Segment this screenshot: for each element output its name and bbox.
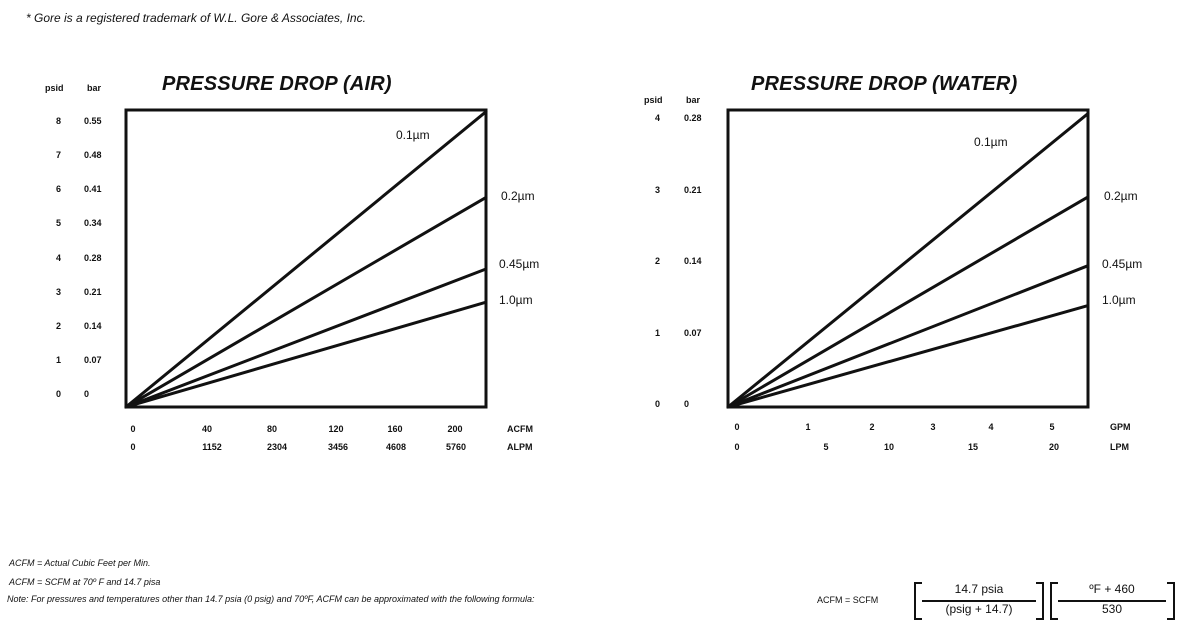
air-x-tick-primary: 160 — [387, 424, 403, 434]
water-series-label-3: 1.0µm — [1102, 293, 1136, 307]
air-series-line-0 — [124, 110, 488, 409]
water-x-tick-primary: 1 — [805, 422, 811, 432]
air-x-unit-acfm: ACFM — [507, 424, 533, 434]
water-chart-title: PRESSURE DROP (WATER) — [751, 73, 1018, 95]
fraction-1-bar — [922, 600, 1036, 602]
water-y-tick-psid: 4 — [655, 113, 661, 123]
air-y-tick-bar: 0.48 — [84, 150, 102, 161]
fraction-2-bar — [1058, 600, 1166, 602]
water-x-tick-primary: 0 — [734, 422, 740, 432]
water-x-unit-gpm: GPM — [1110, 422, 1131, 432]
water-x-tick-primary: 5 — [1049, 422, 1055, 432]
air-y-tick-psid: 4 — [56, 252, 62, 263]
air-y-tick-psid: 8 — [56, 116, 62, 126]
air-x-tick-secondary: 4608 — [385, 442, 407, 452]
air-series-label-0: 0.1µm — [396, 128, 430, 142]
water-series-label-2: 0.45µm — [1102, 257, 1142, 271]
bracket-left-2 — [1050, 582, 1058, 620]
air-y-tick-bar: 0.41 — [84, 184, 102, 195]
note-acfm-definition: ACFM = Actual Cubic Feet per Min. — [9, 558, 151, 568]
water-x-tick-secondary: 20 — [1048, 442, 1059, 452]
air-series-label-3: 1.0µm — [499, 293, 533, 307]
air-x-tick-primary: 0 — [130, 424, 136, 434]
air-y-tick-psid: 3 — [56, 286, 62, 297]
fraction-1-numerator: 14.7 psia — [954, 582, 1004, 596]
air-series-line-2 — [124, 267, 488, 409]
water-y-tick-bar: 0.28 — [684, 113, 702, 123]
water-series-label-0: 0.1µm — [974, 135, 1008, 149]
air-y-tick-psid: 0 — [56, 389, 62, 399]
water-x-tick-primary: 4 — [988, 422, 994, 432]
air-y-tick-psid: 1 — [56, 354, 62, 365]
air-chart-title: PRESSURE DROP (AIR) — [162, 73, 392, 95]
trademark-note: * Gore is a registered trademark of W.L.… — [26, 11, 366, 25]
air-x-tick-secondary: 3456 — [327, 442, 349, 452]
water-x-unit-lpm: LPM — [1110, 442, 1129, 452]
water-y-tick-psid: 3 — [655, 184, 661, 195]
water-series-line-0 — [726, 112, 1090, 409]
air-y-tick-bar: 0.55 — [84, 116, 102, 126]
water-x-tick-secondary: 0 — [734, 442, 740, 452]
air-y-tick-psid: 5 — [56, 218, 62, 229]
air-x-tick-primary: 200 — [447, 424, 463, 434]
air-bar-head: bar — [87, 83, 102, 93]
water-y-tick-bar: 0.21 — [684, 184, 702, 195]
formula-lhs: ACFM = SCFM — [817, 595, 879, 605]
air-y-tick-bar: 0 — [84, 389, 90, 399]
air-x-tick-secondary: 5760 — [445, 442, 467, 452]
air-x-tick-primary: 80 — [266, 424, 277, 434]
air-y-tick-bar: 0.21 — [84, 286, 102, 297]
air-x-tick-primary: 40 — [201, 424, 212, 434]
water-y-tick-bar: 0.07 — [684, 327, 702, 338]
air-y-tick-bar: 0.34 — [84, 218, 102, 229]
water-series-line-2 — [726, 264, 1090, 409]
water-bar-head: bar — [686, 95, 701, 105]
bracket-right-2 — [1167, 582, 1175, 620]
note-formula-intro: Note: For pressures and temperatures oth… — [7, 594, 535, 604]
air-series-label-1: 0.2µm — [501, 189, 535, 203]
water-y-tick-bar: 0.14 — [684, 256, 702, 266]
air-series-line-1 — [124, 195, 488, 409]
note-acfm-scfm: ACFM = SCFM at 70º F and 14.7 pisa — [9, 577, 161, 587]
water-series-label-1: 0.2µm — [1104, 189, 1138, 203]
water-psid-head: psid — [644, 95, 663, 105]
air-psid-head: psid — [45, 83, 64, 93]
air-y-tick-bar: 0.28 — [84, 252, 102, 263]
water-x-tick-secondary: 10 — [883, 442, 894, 452]
water-x-tick-primary: 3 — [930, 422, 936, 432]
air-x-tick-secondary: 0 — [130, 442, 136, 452]
water-x-tick-secondary: 5 — [823, 442, 829, 452]
water-y-tick-psid: 2 — [655, 256, 661, 266]
water-y-tick-bar: 0 — [684, 399, 690, 409]
air-y-tick-psid: 7 — [56, 150, 62, 161]
fraction-2-numerator: ºF + 460 — [1089, 582, 1135, 596]
air-x-unit-alpm: ALPM — [507, 442, 533, 452]
fraction-2-denominator: 530 — [1101, 602, 1123, 616]
air-y-tick-psid: 6 — [56, 184, 62, 195]
air-series-label-2: 0.45µm — [499, 257, 539, 271]
air-x-tick-secondary: 1152 — [202, 442, 222, 452]
water-y-tick-psid: 1 — [655, 327, 661, 338]
air-plot-frame — [124, 108, 488, 409]
air-x-tick-secondary: 2304 — [266, 442, 288, 452]
water-x-tick-secondary: 15 — [967, 442, 978, 452]
water-x-tick-primary: 2 — [869, 422, 875, 432]
water-plot-frame — [726, 108, 1090, 409]
water-series-line-1 — [726, 195, 1090, 409]
air-x-tick-primary: 120 — [328, 424, 344, 434]
bracket-left-1 — [914, 582, 922, 620]
air-y-tick-psid: 2 — [56, 320, 62, 331]
air-series-line-3 — [124, 300, 488, 409]
water-y-tick-psid: 0 — [655, 399, 661, 409]
fraction-1-denominator: (psig + 14.7) — [945, 602, 1013, 616]
water-series-line-3 — [726, 304, 1090, 409]
bracket-right-1 — [1036, 582, 1044, 620]
air-y-tick-bar: 0.07 — [84, 354, 102, 365]
air-y-tick-bar: 0.14 — [84, 320, 102, 331]
